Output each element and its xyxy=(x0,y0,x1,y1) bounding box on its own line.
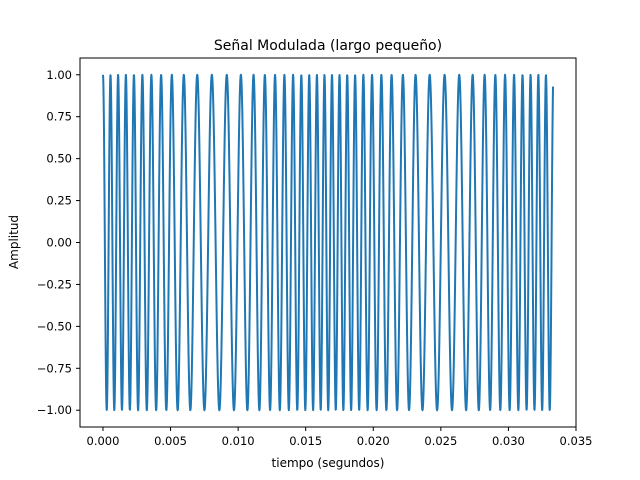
x-tick-label: 0.020 xyxy=(357,434,390,448)
y-axis-label: Amplitud xyxy=(7,215,21,269)
y-axis-ticks: −1.00 −0.75 −0.50 −0.25 0.00 0.25 0.50 0.75 1.00 xyxy=(37,68,80,417)
y-tick-label: −0.25 xyxy=(37,277,72,291)
x-tick-label: 0.010 xyxy=(222,434,255,448)
series-line xyxy=(101,73,555,412)
x-tick-label: 0.005 xyxy=(154,434,187,448)
x-axis-label: tiempo (segundos) xyxy=(272,456,385,470)
y-tick-label: −0.50 xyxy=(37,319,72,333)
x-axis-ticks: 0.000 0.005 0.010 0.015 0.020 0.025 0.030 0.035 xyxy=(87,427,593,448)
x-tick-label: 0.025 xyxy=(424,434,457,448)
y-tick-label: −1.00 xyxy=(37,403,72,417)
chart-title: Señal Modulada (largo pequeño) xyxy=(214,38,442,54)
y-tick-label: −0.75 xyxy=(37,361,72,375)
plot-area xyxy=(79,57,577,428)
x-tick-label: 0.015 xyxy=(289,434,322,448)
x-tick-label: 0.000 xyxy=(87,434,120,448)
y-tick-label: 0.00 xyxy=(46,236,72,250)
x-tick-label: 0.035 xyxy=(560,434,593,448)
y-tick-label: 0.50 xyxy=(46,152,72,166)
x-tick-label: 0.030 xyxy=(492,434,525,448)
y-tick-label: 0.25 xyxy=(46,194,72,208)
y-tick-label: 1.00 xyxy=(46,68,72,82)
y-tick-label: 0.75 xyxy=(46,110,72,124)
